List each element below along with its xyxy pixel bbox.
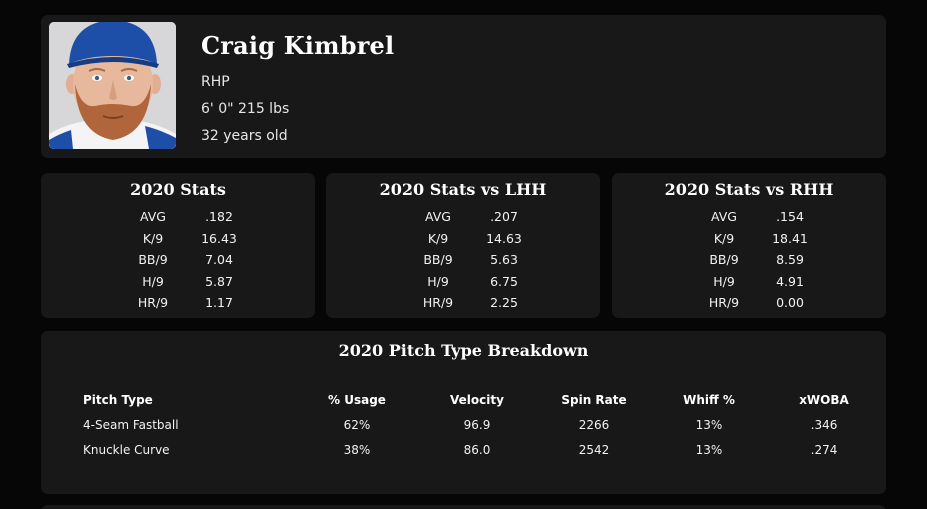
- stat-label: AVG: [425, 209, 451, 224]
- stats-table: AVG .154 K/9 18.41 BB/9 8.59 H/9 4.91 HR/9 0.…: [689, 206, 809, 314]
- stat-value: .207: [490, 209, 518, 224]
- player-size: 6' 0" 215 lbs: [201, 101, 290, 117]
- stat-value: 5.87: [205, 273, 233, 289]
- stat-label: HR/9: [137, 295, 169, 310]
- stats-row: H/9 6.75: [403, 271, 523, 293]
- stat-value: 0.00: [776, 295, 804, 310]
- column-header: % Usage: [328, 393, 386, 407]
- whiff-cell: 13%: [695, 443, 723, 457]
- stats-row: AVG .182: [118, 206, 238, 228]
- stats-row: BB/9 8.59: [689, 249, 809, 271]
- stats-card-vs-rhh: 2020 Stats vs RHH AVG .154 K/9 18.41 BB/9 8…: [612, 173, 886, 318]
- stat-value: 8.59: [776, 252, 804, 267]
- stats-row: HR/9 2.25: [403, 292, 523, 314]
- stat-value: 1.17: [205, 295, 233, 310]
- stats-row: BB/9 7.04: [118, 249, 238, 271]
- stat-value: 14.63: [486, 230, 522, 246]
- stat-label: AVG: [140, 209, 166, 224]
- stat-label: K/9: [142, 230, 164, 246]
- stats-row: AVG .207: [403, 206, 523, 228]
- column-header: Whiff %: [683, 393, 735, 407]
- stat-label: HR/9: [422, 295, 454, 310]
- stat-value: 18.41: [772, 230, 808, 246]
- stats-row: K/9 18.41: [689, 228, 809, 250]
- stat-label: H/9: [427, 273, 449, 289]
- stats-table: AVG .207 K/9 14.63 BB/9 5.63 H/9 6.75 HR/9 2.…: [403, 206, 523, 314]
- stats-row: HR/9 0.00: [689, 292, 809, 314]
- velocity-cell: 86.0: [463, 443, 491, 457]
- spin-rate-cell: 2266: [578, 418, 610, 432]
- stats-card-title: 2020 Stats: [130, 180, 226, 199]
- player-headshot: [49, 22, 176, 149]
- stats-row: K/9 14.63: [403, 228, 523, 250]
- player-position: RHP: [201, 74, 230, 90]
- usage-cell: 62%: [343, 418, 371, 432]
- stat-value: .154: [776, 209, 804, 224]
- stats-card-overall: 2020 Stats AVG .182 K/9 16.43 BB/9 7.04 H/9…: [41, 173, 315, 318]
- player-name: Craig Kimbrel: [201, 31, 395, 60]
- stat-value: 2.25: [490, 295, 518, 310]
- column-header: Velocity: [450, 393, 504, 407]
- pitch-type-cell: 4-Seam Fastball: [83, 418, 179, 432]
- stats-row: H/9 4.91: [689, 271, 809, 293]
- pitch-type-cell: Knuckle Curve: [83, 443, 170, 457]
- table-row: Knuckle Curve 38% 86.0 2542 13% .274: [83, 438, 880, 463]
- xwoba-cell: .274: [810, 443, 838, 457]
- stat-value: .182: [205, 209, 233, 224]
- stat-value: 5.63: [490, 252, 518, 267]
- player-card: Craig Kimbrel RHP 6' 0" 215 lbs 32 years…: [41, 15, 886, 158]
- stat-label: K/9: [427, 230, 449, 246]
- stat-label: BB/9: [138, 252, 168, 267]
- stats-row: HR/9 1.17: [118, 292, 238, 314]
- column-header: Pitch Type: [83, 393, 153, 407]
- column-header: xWOBA: [799, 393, 849, 407]
- pitch-breakdown-card: 2020 Pitch Type Breakdown Pitch Type % U…: [41, 331, 886, 494]
- stat-label: BB/9: [423, 252, 453, 267]
- stat-label: AVG: [711, 209, 737, 224]
- xwoba-cell: .346: [810, 418, 838, 432]
- pitch-table-header: Pitch Type % Usage Velocity Spin Rate Wh…: [83, 388, 880, 413]
- stat-label: BB/9: [709, 252, 739, 267]
- stat-label: K/9: [713, 230, 735, 246]
- player-info: Craig Kimbrel RHP 6' 0" 215 lbs 32 years…: [201, 30, 394, 146]
- stats-card-title: 2020 Stats vs RHH: [664, 180, 834, 199]
- spin-rate-cell: 2542: [578, 443, 610, 457]
- pitch-breakdown-title: 2020 Pitch Type Breakdown: [338, 341, 589, 360]
- stat-value: 4.91: [776, 273, 804, 289]
- stats-table: AVG .182 K/9 16.43 BB/9 7.04 H/9 5.87 HR/9 1.…: [118, 206, 238, 314]
- stat-label: H/9: [142, 273, 164, 289]
- usage-cell: 38%: [343, 443, 371, 457]
- stat-label: H/9: [713, 273, 735, 289]
- velocity-cell: 96.9: [463, 418, 491, 432]
- table-row: 4-Seam Fastball 62% 96.9 2266 13% .346: [83, 413, 880, 438]
- stats-row: BB/9 5.63: [403, 249, 523, 271]
- stat-value: 6.75: [490, 273, 518, 289]
- stats-card-title: 2020 Stats vs LHH: [379, 180, 547, 199]
- stat-label: HR/9: [708, 295, 740, 310]
- column-header: Spin Rate: [561, 393, 627, 407]
- stats-row: H/9 5.87: [118, 271, 238, 293]
- stat-value: 7.04: [205, 252, 233, 267]
- stats-row: K/9 16.43: [118, 228, 238, 250]
- whiff-cell: 13%: [695, 418, 723, 432]
- stats-row: AVG .154: [689, 206, 809, 228]
- player-headshot-image: [49, 22, 176, 149]
- pitch-breakdown-table: Pitch Type % Usage Velocity Spin Rate Wh…: [83, 388, 880, 463]
- next-card: [41, 505, 886, 509]
- stat-value: 16.43: [201, 230, 237, 246]
- stats-card-vs-lhh: 2020 Stats vs LHH AVG .207 K/9 14.63 BB/9 5…: [326, 173, 600, 318]
- player-age: 32 years old: [201, 128, 288, 144]
